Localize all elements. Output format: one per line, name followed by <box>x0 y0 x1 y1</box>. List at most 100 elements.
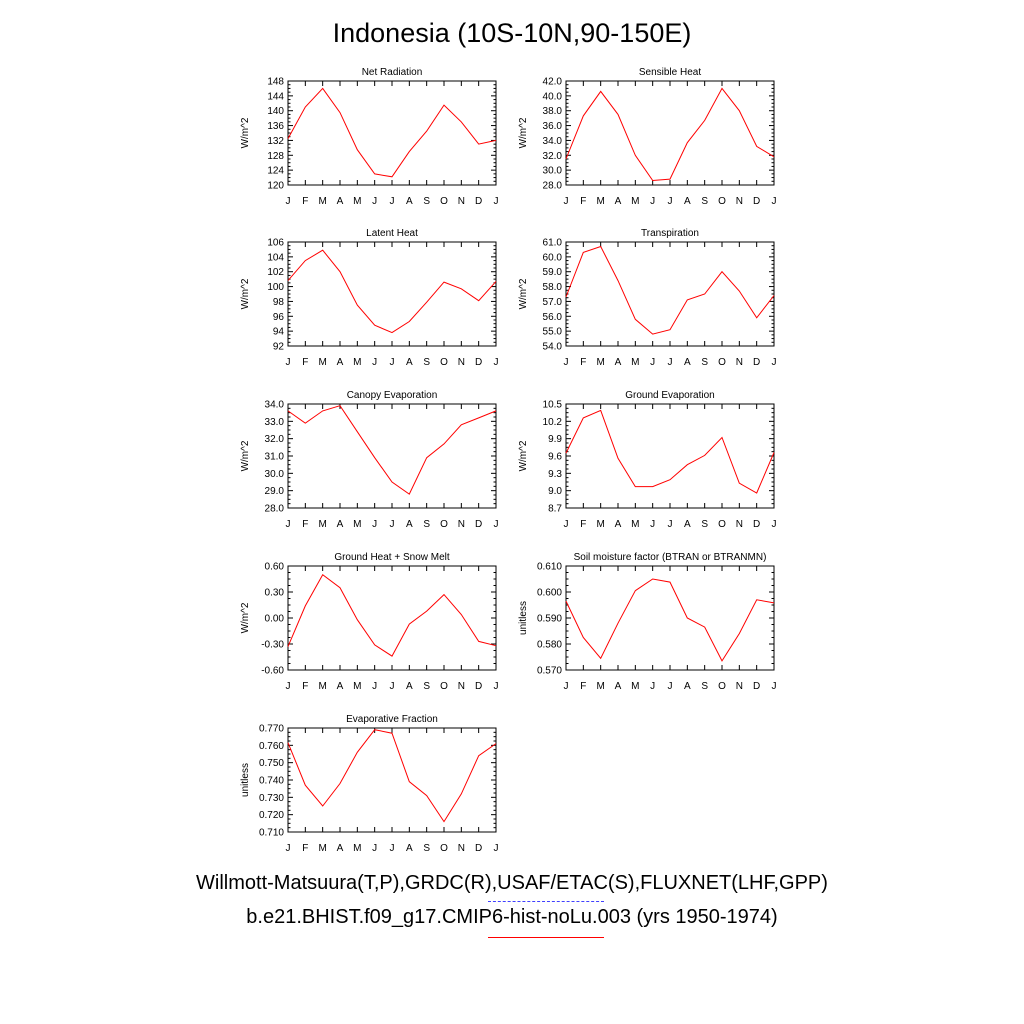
x-tick-label: A <box>337 357 344 368</box>
series-line-0 <box>565 87 775 182</box>
y-tick-label: 60.0 <box>543 252 563 263</box>
x-tick-label: F <box>302 519 308 530</box>
plot-frame <box>565 241 775 347</box>
series-line-0 <box>565 578 775 662</box>
series-line-0 <box>287 405 497 495</box>
x-tick-label: O <box>440 357 448 368</box>
x-tick-label: M <box>631 357 639 368</box>
y-tick-label: 28.0 <box>265 504 285 515</box>
x-tick-label: J <box>286 196 291 207</box>
x-tick-label: D <box>475 357 482 368</box>
plot-frame <box>287 241 497 347</box>
x-tick-label: M <box>596 681 604 692</box>
x-tick-label: D <box>753 196 760 207</box>
page-title: Indonesia (10S-10N,90-150E) <box>332 18 692 48</box>
series-line-0 <box>565 409 775 494</box>
x-tick-label: D <box>475 843 482 854</box>
y-tick-label: 34.0 <box>543 136 563 147</box>
x-tick-label: J <box>650 681 655 692</box>
x-tick-label: M <box>353 357 361 368</box>
x-tick-label: M <box>353 519 361 530</box>
x-tick-label: N <box>458 681 465 692</box>
x-tick-label: J <box>372 196 377 207</box>
series-line-0 <box>287 573 497 657</box>
y-tick-label: 0.750 <box>259 758 284 769</box>
x-tick-label: N <box>736 196 743 207</box>
x-tick-label: J <box>772 196 777 207</box>
y-tick-label: 54.0 <box>543 342 563 353</box>
x-tick-label: J <box>390 357 395 368</box>
x-tick-label: M <box>596 196 604 207</box>
chart-title: Evaporative Fraction <box>346 714 438 725</box>
x-tick-label: A <box>406 519 413 530</box>
x-tick-label: J <box>772 357 777 368</box>
y-tick-label: 92 <box>273 342 285 353</box>
x-tick-label: J <box>494 196 499 207</box>
y-tick-label: 0.590 <box>537 614 562 625</box>
y-tick-label: 104 <box>267 252 284 263</box>
x-tick-label: D <box>475 519 482 530</box>
y-tick-label: 57.0 <box>543 297 563 308</box>
y-tick-label: 28.0 <box>543 181 563 192</box>
x-tick-label: O <box>440 196 448 207</box>
x-tick-label: F <box>580 357 586 368</box>
y-tick-label: 32.0 <box>265 434 285 445</box>
x-tick-label: M <box>631 519 639 530</box>
x-tick-label: O <box>718 196 726 207</box>
chart-title: Canopy Evaporation <box>347 390 438 401</box>
x-tick-label: F <box>580 681 586 692</box>
y-tick-label: 10.5 <box>543 400 563 411</box>
y-tick-label: 40.0 <box>543 91 563 102</box>
chart-panel-7: Soil moisture factor (BTRAN or BTRANMN) u… <box>518 552 777 692</box>
x-tick-label: S <box>423 843 430 854</box>
x-tick-label: J <box>668 519 673 530</box>
x-tick-label: F <box>302 196 308 207</box>
y-axis-label: unitless <box>518 601 529 635</box>
y-tick-label: 61.0 <box>543 238 563 249</box>
y-tick-label: 0.720 <box>259 810 284 821</box>
x-tick-label: M <box>318 519 326 530</box>
chart-title: Ground Evaporation <box>625 390 715 401</box>
y-axis-label: W/m^2 <box>240 278 251 309</box>
y-axis-label: W/m^2 <box>240 117 251 148</box>
legend-observations: Willmott-Matsuura(T,P),GRDC(R),USAF/ETAC… <box>196 872 828 894</box>
y-axis-label: unitless <box>240 763 251 797</box>
x-tick-label: A <box>406 681 413 692</box>
x-tick-label: A <box>615 681 622 692</box>
x-tick-label: S <box>701 681 708 692</box>
x-tick-label: A <box>406 357 413 368</box>
x-tick-label: N <box>736 519 743 530</box>
x-tick-label: S <box>701 196 708 207</box>
plot-frame <box>287 80 497 186</box>
y-axis-label: W/m^2 <box>518 278 529 309</box>
y-tick-label: 33.0 <box>265 417 285 428</box>
series-line-0 <box>287 249 497 334</box>
x-tick-label: J <box>494 357 499 368</box>
y-tick-label: 124 <box>267 166 284 177</box>
y-tick-label: 0.730 <box>259 793 284 804</box>
y-tick-label: 56.0 <box>543 312 563 323</box>
x-tick-label: M <box>596 519 604 530</box>
x-tick-label: J <box>494 519 499 530</box>
y-tick-label: 0.580 <box>537 640 562 651</box>
y-tick-label: 9.0 <box>548 486 562 497</box>
y-tick-label: 132 <box>267 136 284 147</box>
y-tick-label: 94 <box>273 327 285 338</box>
x-tick-label: M <box>318 357 326 368</box>
chart-title: Latent Heat <box>366 228 418 239</box>
chart-title: Soil moisture factor (BTRAN or BTRANMN) <box>574 552 767 563</box>
x-tick-label: A <box>684 681 691 692</box>
x-tick-label: N <box>736 357 743 368</box>
x-tick-label: J <box>372 519 377 530</box>
chart-panel-3: Transpiration W/m^2 54.0 55.0 56.0 57.0 58.0 59… <box>518 228 777 368</box>
y-tick-label: 0.60 <box>265 562 285 573</box>
y-tick-label: 98 <box>273 297 285 308</box>
x-tick-label: J <box>372 843 377 854</box>
x-tick-label: A <box>337 843 344 854</box>
chart-panel-4: Canopy Evaporation W/m^2 28.0 29.0 30.0 31.0 3… <box>240 390 499 530</box>
y-tick-label: 0.610 <box>537 562 562 573</box>
x-tick-label: J <box>564 196 569 207</box>
x-tick-label: A <box>406 843 413 854</box>
y-tick-label: 0.570 <box>537 666 562 677</box>
